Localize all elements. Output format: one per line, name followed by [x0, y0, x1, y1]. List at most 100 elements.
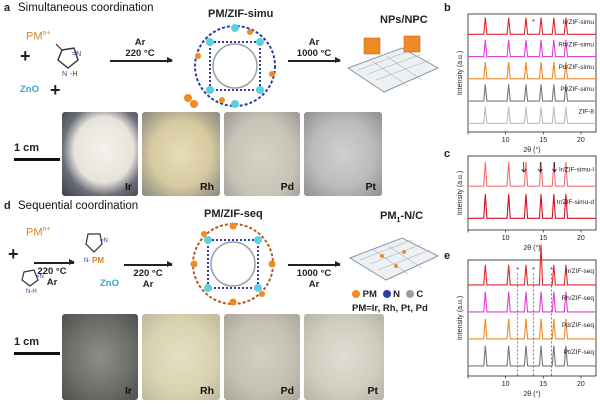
zno-label: ZnO [20, 84, 39, 95]
svg-text:=N: =N [100, 238, 108, 244]
x-axis-label: 2θ (°) [523, 146, 540, 154]
sample-photo-ir: Ir [62, 112, 138, 196]
x-tick-label: 10 [502, 137, 510, 144]
series-line [468, 244, 596, 286]
reaction-arrow [288, 261, 341, 267]
series-label: Pt/ZIF-seq [564, 349, 595, 356]
reaction-arrow [110, 57, 173, 63]
sample-photo-rh: Rh [142, 112, 220, 196]
product-label: NPs/NPC [380, 14, 428, 26]
pm-definition: PM=Ir, Rh, Pt, Pd [352, 303, 428, 314]
framework-label: PM/ZIF-simu [208, 8, 274, 20]
step-condition: Ar 220 °C [125, 37, 155, 59]
legend-c-dot [405, 290, 414, 298]
peak-star-annotation: * [532, 19, 535, 26]
x-tick-label: 20 [577, 381, 585, 388]
legend-pm-label: PM [362, 289, 377, 300]
series-label: Pd/ZIF-seq [562, 322, 595, 329]
series-label: Rh/ZIF-seq [561, 295, 594, 302]
panel-label-a: a [4, 2, 11, 14]
scale-bar-label: 1 cm [14, 336, 40, 348]
pm-imidazole-complex-icon: =N N- [84, 233, 108, 264]
sample-photo-pd: Pd [224, 112, 300, 196]
sample-photo-ir: Ir [62, 314, 138, 400]
plus-sign: + [8, 244, 19, 264]
legend-n-label: N [393, 289, 401, 300]
series-label: Ir/ZIF-simu-l [559, 167, 595, 174]
framework-label: PM/ZIF-seq [204, 208, 263, 220]
x-axis-label: 2θ (°) [523, 244, 540, 252]
peak-shift-arrow [537, 162, 543, 173]
plus-sign: + [20, 46, 31, 66]
series-line [468, 106, 596, 124]
peak-star-annotation: * [550, 267, 553, 274]
series-label: Ir/ZIF-simu-d [557, 199, 595, 206]
svg-text:-H: -H [70, 71, 77, 78]
zno-label: ZnO [100, 278, 119, 289]
panel-label-c: c [444, 148, 451, 160]
peak-shift-arrow [552, 162, 557, 173]
atom-legend: PM N C [352, 289, 423, 300]
sample-photo-pt: Pt [304, 314, 384, 400]
series-line [468, 62, 596, 80]
legend-c-label: C [416, 289, 424, 300]
series-line [468, 39, 596, 58]
y-axis-label: Intensity (a.u.) [457, 296, 464, 340]
xrd-charts: 10 15 20 2θ (°) Intensity (a.u.) Ir/ZIF-simu R… [457, 13, 597, 398]
reaction-arrow [124, 261, 173, 267]
step-condition: 220 °C Ar [37, 266, 67, 288]
x-tick-label: 10 [502, 235, 510, 242]
series-label: Pd/ZIF-simu [559, 64, 595, 71]
series-label: ZIF-8 [578, 108, 594, 115]
step-condition: 220 °C Ar [133, 268, 163, 290]
y-axis-label: Intensity (a.u.) [457, 171, 464, 215]
x-tick-label: 15 [539, 235, 547, 242]
sample-photo-pt: Pt [304, 112, 382, 196]
svg-text:N-H: N-H [26, 289, 37, 294]
legend-pm-dot [352, 290, 360, 298]
imidazole-molecule-icon: =N N -H [55, 43, 81, 78]
imidazole-molecule-icon: =N N-H [21, 269, 44, 294]
peak-star-annotation: * [532, 267, 535, 274]
peak-star-annotation: * [516, 267, 519, 274]
series-label: Ir/ZIF-simu [563, 19, 595, 26]
legend-n-dot [382, 290, 391, 298]
svg-text:=N: =N [36, 274, 44, 280]
scale-bar [14, 158, 60, 161]
y-axis-label: Intensity (a.u.) [457, 51, 464, 95]
plot-frame [467, 155, 597, 231]
scale-bar [14, 352, 60, 355]
precursor-pm-ion: PMn+ [26, 30, 51, 43]
series-line [468, 194, 596, 219]
series-label: Rh/ZIF-simu [558, 42, 594, 49]
panel-label-d: d [4, 200, 11, 212]
panel-title-sequential: Sequential coordination [18, 200, 139, 212]
product-label: PM1-N/C [380, 210, 424, 225]
x-tick-label: 10 [502, 381, 510, 388]
step-condition: Ar 1000 °C [296, 37, 332, 59]
svg-text:=N: =N [72, 51, 81, 58]
series-label: Pt/ZIF-simu [560, 86, 594, 93]
plot-frame [467, 259, 597, 377]
x-axis-label: 2θ (°) [523, 390, 540, 398]
plot-frame [467, 13, 597, 133]
precursor-pm-ion: PMn+ [26, 226, 51, 239]
reaction-arrow [288, 57, 341, 63]
series-line [468, 84, 596, 102]
series-line [468, 291, 596, 313]
svg-text:N-: N- [84, 258, 90, 264]
series-line [468, 17, 596, 35]
peak-shift-arrow [521, 162, 527, 173]
x-tick-label: 15 [539, 137, 547, 144]
svg-text:N: N [62, 71, 67, 78]
zif-framework-seq-icon [190, 222, 276, 306]
sample-photo-pd: Pd [224, 314, 300, 400]
sample-photo-rh: Rh [142, 314, 220, 400]
panel-title-simultaneous: Simultaneous coordination [18, 2, 154, 14]
scale-bar-label: 1 cm [14, 142, 40, 154]
panel-label-e: e [444, 250, 451, 262]
single-atom-graphene-icon [348, 237, 440, 281]
series-label: Ir/ZIF-seq [566, 268, 595, 275]
zif-framework-simu-icon [184, 24, 276, 108]
panel-label-b: b [444, 2, 451, 14]
